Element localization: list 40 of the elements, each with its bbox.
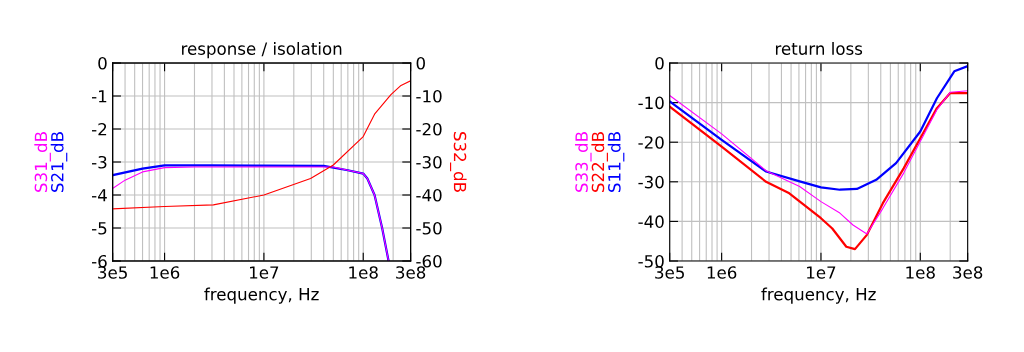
x-tick-label: 1e6 <box>150 266 180 279</box>
x-tick-label: 1e8 <box>906 266 935 279</box>
y2-tick-label: -50 <box>416 221 442 235</box>
y-tick-label: -1 <box>91 90 107 103</box>
y2-tick-label: -20 <box>416 122 442 136</box>
x-axis-title: frequency, Hz <box>761 287 876 304</box>
y2-tick-label: -40 <box>416 188 442 202</box>
y-tick-label: -30 <box>638 175 664 189</box>
y-tick-label: -3 <box>91 155 107 169</box>
y-tick-label: -5 <box>91 222 107 235</box>
y2-tick-label: -10 <box>416 89 442 103</box>
x-tick-label: 1e7 <box>807 266 836 279</box>
text: S33_dB <box>574 132 592 192</box>
y-tick-label: -40 <box>638 215 664 228</box>
text: S22_dB <box>591 132 608 192</box>
x-tick-label: 1e6 <box>707 266 737 279</box>
y-tick-label: -10 <box>638 96 664 110</box>
chart-title: response / isolation <box>182 42 342 59</box>
y-tick-label: 0 <box>98 56 107 70</box>
text: S32_dB <box>450 132 467 192</box>
text: S11_dB <box>607 132 625 192</box>
y2-tick-label: -30 <box>416 155 442 169</box>
x-axis-title: frequency, Hz <box>204 287 319 304</box>
y-tick-label: -50 <box>638 254 664 268</box>
x-tick-label: 3e8 <box>396 266 426 279</box>
y-tick-label: -4 <box>91 189 107 202</box>
text: S31_dB <box>34 132 51 192</box>
text: S21_dB <box>50 132 68 192</box>
y-tick-label: -2 <box>91 122 107 136</box>
y-tick-label: -6 <box>91 254 107 268</box>
chart-title: return loss <box>775 42 863 55</box>
x-tick-label: 3e8 <box>953 266 983 279</box>
y-tick-label: -20 <box>638 136 664 149</box>
x-tick-label: 3e5 <box>655 266 684 279</box>
x-tick-label: 1e8 <box>349 266 378 279</box>
x-tick-label: 3e5 <box>98 266 127 279</box>
y-tick-label: 0 <box>655 56 664 70</box>
y2-tick-label: 0 <box>416 56 425 70</box>
y2-tick-label: -60 <box>416 254 442 268</box>
x-tick-label: 1e7 <box>250 266 279 279</box>
